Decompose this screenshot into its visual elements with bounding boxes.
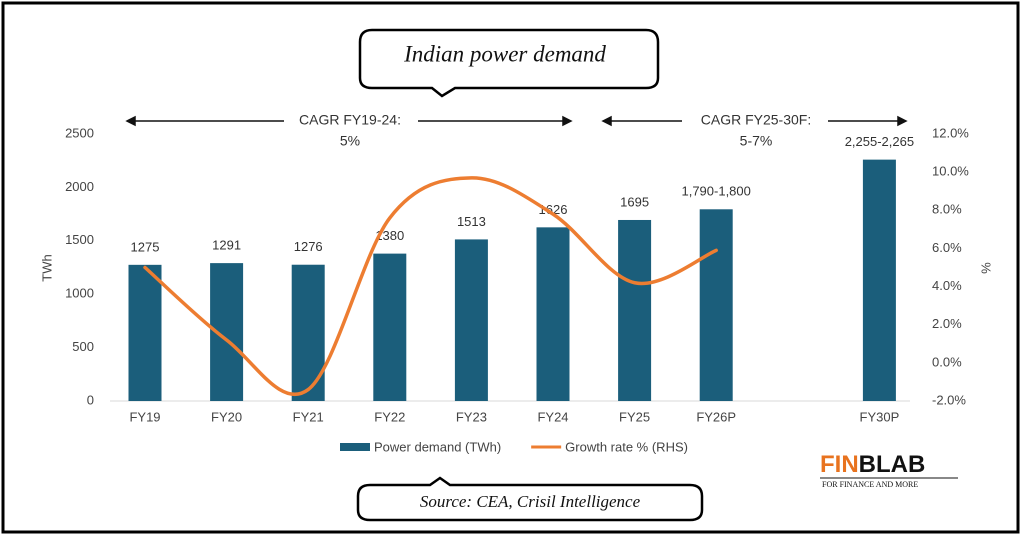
annotation: 5% bbox=[340, 133, 360, 149]
bar bbox=[536, 227, 570, 401]
bar bbox=[699, 209, 733, 401]
y2-tick-label: 4.0% bbox=[932, 278, 962, 293]
bar bbox=[454, 239, 488, 401]
bar bbox=[128, 264, 162, 401]
legend-label: Power demand (TWh) bbox=[374, 439, 501, 454]
y-axis-label: TWh bbox=[39, 254, 54, 281]
x-tick-label: FY30P bbox=[860, 409, 900, 424]
y2-tick-label: 6.0% bbox=[932, 240, 962, 255]
logo-part: BLAB bbox=[859, 451, 926, 478]
y-tick-label: 500 bbox=[72, 339, 94, 354]
value-label: 1291 bbox=[212, 238, 241, 253]
y-tick-label: 2500 bbox=[65, 125, 94, 140]
y2-axis-label: % bbox=[979, 262, 994, 274]
bar bbox=[618, 219, 652, 401]
x-tick-label: FY21 bbox=[293, 409, 324, 424]
x-tick-label: FY25 bbox=[619, 409, 650, 424]
title-box bbox=[358, 28, 660, 98]
x-tick-label: FY22 bbox=[374, 409, 405, 424]
annotation: CAGR FY19-24: bbox=[299, 112, 401, 128]
logo: FINBLAB bbox=[820, 451, 925, 478]
y-tick-label: 0 bbox=[87, 392, 94, 407]
annotation: 5-7% bbox=[740, 133, 773, 149]
value-label: 1626 bbox=[539, 202, 568, 217]
arrows bbox=[125, 115, 908, 127]
value-label: 1513 bbox=[457, 214, 486, 229]
y2-tick-label: 8.0% bbox=[932, 202, 962, 217]
legend-swatch bbox=[340, 443, 370, 451]
bar bbox=[373, 253, 407, 401]
y-tick-label: 1000 bbox=[65, 286, 94, 301]
bar bbox=[291, 264, 325, 401]
line bbox=[143, 176, 718, 397]
value-label: 1,790-1,800 bbox=[681, 184, 750, 199]
chart-title: Indian power demand bbox=[403, 41, 606, 66]
y2-tick-label: -2.0% bbox=[932, 392, 966, 407]
legend-label: Growth rate % (RHS) bbox=[565, 439, 688, 454]
x-tick-label: FY23 bbox=[456, 409, 487, 424]
y2-tick-label: 2.0% bbox=[932, 316, 962, 331]
x-tick-label: FY26P bbox=[696, 409, 736, 424]
logo-part: FIN bbox=[820, 451, 859, 478]
x-tick-label: FY24 bbox=[537, 409, 568, 424]
x-tick-label: FY19 bbox=[129, 409, 160, 424]
value-label: 1276 bbox=[294, 239, 323, 254]
source-box bbox=[356, 476, 704, 522]
logo-tagline: FOR FINANCE AND MORE bbox=[822, 480, 918, 489]
bar bbox=[862, 159, 896, 401]
value-label: 1695 bbox=[620, 194, 649, 209]
y2-tick-label: 0.0% bbox=[932, 354, 962, 369]
source: Source: CEA, Crisil Intelligence bbox=[420, 492, 641, 511]
y-tick-label: 2000 bbox=[65, 179, 94, 194]
annotation: CAGR FY25-30F: bbox=[701, 112, 811, 128]
y-tick-label: 1500 bbox=[65, 232, 94, 247]
x-tick-label: FY20 bbox=[211, 409, 242, 424]
value-label: 1275 bbox=[131, 239, 160, 254]
value-label: 2,255-2,265 bbox=[845, 134, 914, 149]
y2-tick-label: 10.0% bbox=[932, 164, 969, 179]
y2-tick-label: 12.0% bbox=[932, 125, 969, 140]
